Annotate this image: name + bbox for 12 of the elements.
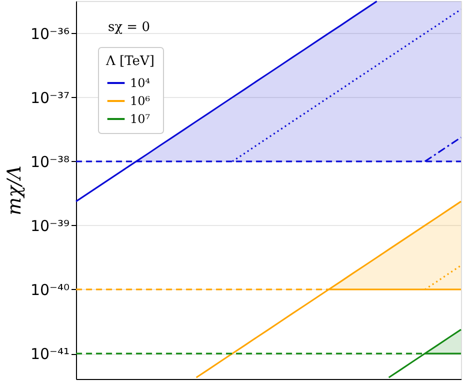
y-tick-label: 10⁻³⁸	[30, 152, 70, 171]
y-tick-label: 10⁻³⁶	[30, 24, 70, 43]
y-tick-label: 10⁻⁴¹	[30, 345, 70, 364]
legend-title: Λ [TeV]	[105, 54, 154, 69]
y-tick-label: 10⁻³⁹	[30, 216, 70, 235]
legend-label: 10⁶	[130, 94, 150, 108]
y-tick-label: 10⁻⁴⁰	[30, 280, 70, 299]
annotation: sχ = 0	[108, 20, 150, 35]
y-axis-title: mχ/Λ	[3, 166, 26, 216]
legend-label: 10⁴	[130, 76, 150, 90]
y-tick-label: 10⁻³⁷	[30, 88, 70, 107]
legend-label: 10⁷	[130, 112, 150, 126]
